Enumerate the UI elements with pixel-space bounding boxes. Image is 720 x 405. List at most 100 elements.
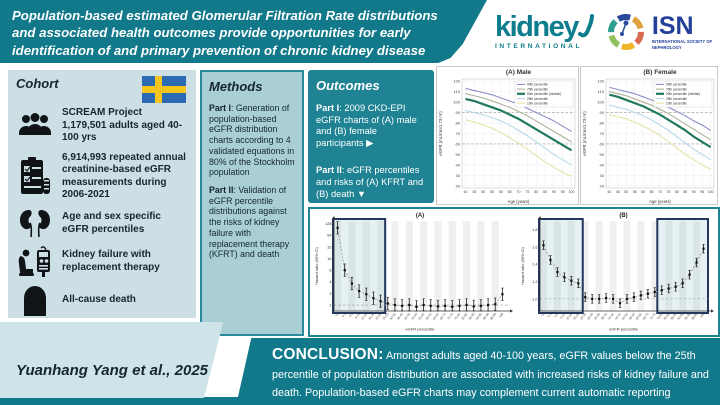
kidney-logo-wordmark: kidney bbox=[495, 11, 579, 44]
svg-text:eGFR percentile: eGFR percentile bbox=[609, 327, 639, 332]
svg-text:45: 45 bbox=[472, 190, 476, 194]
svg-text:65-70: 65-70 bbox=[439, 312, 447, 321]
svg-text:2-5: 2-5 bbox=[553, 312, 559, 318]
people-group-icon bbox=[16, 112, 54, 139]
cohort-item-text: 6,914,993 repeated annual creatinine-bas… bbox=[62, 151, 186, 201]
svg-text:110: 110 bbox=[454, 89, 461, 94]
svg-text:80-85: 80-85 bbox=[460, 312, 468, 321]
svg-text:1-2: 1-2 bbox=[546, 312, 552, 318]
svg-text:90-95: 90-95 bbox=[677, 312, 685, 321]
svg-text:60: 60 bbox=[600, 141, 605, 146]
svg-text:Hazard ratio (95% CI): Hazard ratio (95% CI) bbox=[520, 246, 525, 284]
svg-text:100: 100 bbox=[597, 100, 604, 105]
svg-text:100: 100 bbox=[708, 190, 714, 194]
svg-text:10th percentile: 10th percentile bbox=[527, 102, 548, 106]
svg-text:8: 8 bbox=[329, 269, 331, 273]
citation: Yuanhang Yang et al., 2025 bbox=[16, 362, 209, 379]
svg-text:35-40: 35-40 bbox=[396, 312, 404, 321]
kidneys-icon bbox=[16, 209, 54, 239]
svg-text:65: 65 bbox=[650, 190, 654, 194]
cohort-item-kfrt: Kidney failure with replacement therapy bbox=[16, 245, 188, 278]
isn-ring-icon bbox=[604, 10, 648, 54]
svg-text:64: 64 bbox=[327, 234, 331, 238]
svg-text:<1: <1 bbox=[540, 312, 545, 317]
svg-text:20-25: 20-25 bbox=[374, 312, 382, 321]
svg-text:110: 110 bbox=[598, 89, 605, 94]
svg-text:5-10: 5-10 bbox=[354, 312, 361, 319]
cohort-header: Cohort bbox=[16, 76, 59, 91]
svg-text:(B) Female: (B) Female bbox=[643, 69, 677, 76]
svg-text:50: 50 bbox=[600, 152, 605, 157]
svg-text:80: 80 bbox=[456, 121, 461, 126]
svg-text:75-80: 75-80 bbox=[453, 312, 461, 321]
svg-text:10th percentile: 10th percentile bbox=[666, 102, 687, 106]
svg-text:80: 80 bbox=[675, 190, 679, 194]
svg-text:70: 70 bbox=[456, 131, 461, 136]
svg-text:98-99: 98-99 bbox=[690, 312, 698, 321]
svg-text:75: 75 bbox=[666, 190, 670, 194]
svg-text:>99: >99 bbox=[699, 312, 705, 319]
svg-text:60: 60 bbox=[499, 190, 503, 194]
svg-text:50: 50 bbox=[624, 190, 628, 194]
svg-text:(A) Male: (A) Male bbox=[506, 69, 532, 76]
svg-text:40-45: 40-45 bbox=[403, 312, 411, 321]
egfr-chart-female: 20 30 40 50 60 70 80 90 100 110 120 40 45 50 55 60 65 70 7… bbox=[580, 66, 718, 205]
svg-text:40-45: 40-45 bbox=[607, 312, 615, 321]
cohort-item-text: All-cause death bbox=[62, 294, 136, 306]
svg-text:45-50: 45-50 bbox=[614, 312, 622, 321]
svg-text:1.4: 1.4 bbox=[532, 263, 537, 267]
isn-wordmark: ISN bbox=[651, 12, 694, 41]
svg-text:50th percentile (median): 50th percentile (median) bbox=[666, 92, 700, 96]
svg-text:95: 95 bbox=[700, 190, 704, 194]
svg-text:2-5: 2-5 bbox=[348, 312, 354, 318]
conclusion-label: CONCLUSION: bbox=[272, 346, 384, 363]
svg-text:25th percentile: 25th percentile bbox=[527, 97, 548, 101]
svg-text:1.0: 1.0 bbox=[532, 297, 537, 301]
svg-text:80: 80 bbox=[534, 190, 538, 194]
svg-text:55-60: 55-60 bbox=[425, 312, 433, 321]
svg-text:1: 1 bbox=[329, 303, 331, 307]
svg-text:20: 20 bbox=[600, 183, 605, 188]
svg-text:60: 60 bbox=[456, 141, 461, 146]
svg-text:90: 90 bbox=[692, 190, 696, 194]
egfr-chart-male: 20 30 40 50 60 70 80 90 100 110 120 40 45 50 55 60 65 70 7… bbox=[436, 66, 579, 205]
svg-text:55: 55 bbox=[490, 190, 494, 194]
svg-text:50: 50 bbox=[481, 190, 485, 194]
methods-part1: Part I: Generation of population-based e… bbox=[209, 103, 295, 178]
svg-text:100: 100 bbox=[453, 100, 460, 105]
svg-text:>99: >99 bbox=[498, 312, 504, 319]
svg-text:120: 120 bbox=[597, 79, 604, 84]
death-risk-chart: 1.0 1.2 1.4 1.6 1.8 <1 1-2 2-5 5-10 10-15 15-20 20-… bbox=[518, 210, 715, 332]
svg-text:70: 70 bbox=[517, 190, 521, 194]
svg-text:<1: <1 bbox=[334, 312, 339, 317]
title-banner: Population-based estimated Glomerular Fi… bbox=[0, 0, 487, 63]
svg-text:85: 85 bbox=[543, 190, 547, 194]
outcomes-part2: Part II: eGFR percentiles and risks of (… bbox=[316, 165, 424, 199]
svg-text:1.6: 1.6 bbox=[532, 245, 537, 249]
svg-text:40: 40 bbox=[600, 162, 605, 167]
cohort-panel: Cohort SCREAM Proj bbox=[8, 70, 196, 318]
svg-text:16: 16 bbox=[327, 257, 331, 261]
svg-text:Age (years): Age (years) bbox=[508, 199, 530, 204]
svg-text:70: 70 bbox=[600, 131, 605, 136]
risk-charts-strip: 1 2 4 8 16 32 64 128 <1 1-2 2-5 5-10 10-15 15-20 20-25… bbox=[308, 207, 720, 337]
svg-text:(B): (B) bbox=[619, 213, 627, 219]
svg-text:4: 4 bbox=[329, 280, 331, 284]
cohort-item-text: Age and sex specific eGFR percentiles bbox=[62, 211, 161, 235]
svg-text:35-40: 35-40 bbox=[600, 312, 608, 321]
svg-text:20: 20 bbox=[456, 183, 461, 188]
svg-text:eGFR percentile: eGFR percentile bbox=[405, 327, 435, 332]
svg-text:55: 55 bbox=[633, 190, 637, 194]
svg-text:32: 32 bbox=[327, 245, 331, 249]
svg-text:70: 70 bbox=[658, 190, 662, 194]
svg-text:1-2: 1-2 bbox=[341, 312, 347, 318]
outcomes-panel: Outcomes Part I: 2009 CKD-EPI eGFR chart… bbox=[308, 70, 434, 203]
svg-text:60: 60 bbox=[641, 190, 645, 194]
svg-text:25-30: 25-30 bbox=[382, 312, 390, 321]
kidney-logo-swoosh-icon bbox=[577, 14, 594, 40]
svg-text:85-90: 85-90 bbox=[670, 312, 678, 321]
svg-text:eGFR (mL/min/1.73 m²): eGFR (mL/min/1.73 m²) bbox=[582, 111, 587, 156]
svg-text:45-50: 45-50 bbox=[410, 312, 418, 321]
cohort-item-measurements: 6,914,993 repeated annual creatinine-bas… bbox=[16, 152, 188, 202]
svg-text:15-20: 15-20 bbox=[572, 312, 580, 321]
